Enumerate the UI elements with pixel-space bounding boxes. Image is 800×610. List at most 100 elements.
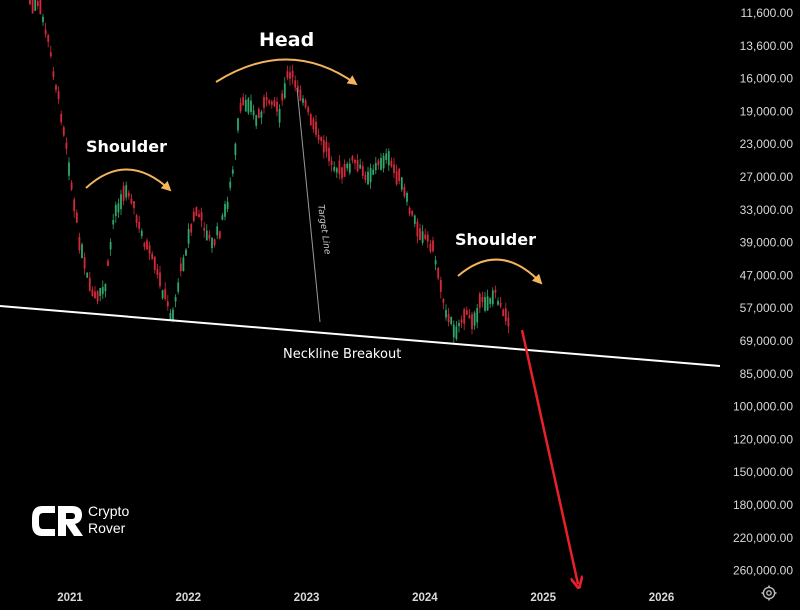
candle-body — [174, 296, 177, 302]
candle-body — [387, 151, 390, 166]
y-tick-label: 180,000.00 — [733, 498, 793, 512]
candle-body — [133, 201, 135, 208]
candle-body — [57, 91, 60, 100]
candle-body — [395, 171, 398, 185]
candle-body — [114, 204, 117, 217]
candle-body — [244, 99, 247, 112]
y-tick-label: 39,000.00 — [740, 236, 794, 250]
candle-body — [268, 100, 271, 104]
left-shoulder-arc — [85, 168, 172, 192]
candle-body — [247, 98, 250, 113]
candle-body — [322, 140, 325, 153]
candle-body — [47, 34, 50, 42]
y-tick-label: 11,600.00 — [741, 6, 794, 20]
candle-body — [408, 207, 411, 214]
candle-body — [486, 296, 489, 311]
candle-body — [403, 186, 406, 197]
candle-body — [65, 142, 68, 149]
right-shoulder-label: Shoulder — [455, 230, 536, 249]
candle-body — [489, 298, 492, 304]
x-tick-label: 2025 — [530, 592, 556, 604]
candle-body — [471, 314, 473, 330]
y-tick-label: 57,000.00 — [740, 301, 794, 315]
candle-body — [497, 300, 499, 305]
candle-body — [348, 163, 351, 173]
candle-body — [283, 83, 286, 98]
candle-body — [447, 313, 450, 323]
candle-body — [452, 324, 455, 338]
candle-body — [289, 72, 291, 80]
candle-body — [502, 309, 505, 317]
candle-body — [208, 234, 211, 239]
candle-body — [504, 308, 507, 322]
candle-body — [354, 159, 356, 163]
candle-body — [177, 282, 180, 292]
y-tick-label: 260,000.00 — [733, 564, 793, 578]
candle-body — [250, 100, 252, 113]
candle-body — [330, 160, 333, 165]
candle-body — [413, 215, 416, 224]
candle-body — [276, 101, 278, 112]
candle-body — [127, 192, 130, 197]
candle-body — [62, 127, 65, 136]
candle-body — [463, 309, 466, 324]
candle-body — [400, 177, 403, 190]
candle-body — [94, 291, 96, 299]
candle-body — [34, 0, 37, 11]
neckline-label: Neckline Breakout — [283, 347, 401, 362]
candle-body — [419, 228, 421, 240]
candle-body — [294, 80, 297, 88]
candle-body — [309, 114, 312, 126]
candle-body — [156, 269, 159, 275]
candle-body — [320, 137, 323, 141]
candle-body — [112, 220, 115, 225]
candle-body — [458, 322, 460, 327]
candle-body — [390, 160, 393, 167]
candle-body — [450, 316, 453, 324]
candle-body — [198, 213, 200, 218]
candle-body — [135, 215, 138, 223]
candle-body — [437, 267, 440, 279]
candle-body — [393, 164, 395, 173]
candle-body — [442, 298, 445, 303]
x-tick-label: 2024 — [412, 592, 438, 604]
candle-body — [343, 164, 346, 177]
y-tick-label: 69,000.00 — [740, 334, 794, 348]
candle-body — [265, 97, 268, 101]
candle-body — [151, 253, 154, 260]
candle-body — [484, 297, 486, 311]
head-arc — [215, 58, 358, 86]
left-shoulder-label: Shoulder — [86, 137, 167, 156]
candle-body — [364, 174, 367, 181]
candle-body — [221, 215, 224, 220]
candle-body — [291, 70, 294, 78]
candle-body — [429, 243, 432, 252]
candle-body — [346, 163, 349, 169]
candle-body — [468, 315, 471, 319]
candle-body — [172, 309, 174, 320]
y-tick-label: 220,000.00 — [733, 531, 793, 545]
candle-body — [96, 290, 99, 302]
candle-body — [187, 228, 190, 244]
candle-body — [122, 186, 125, 201]
brand-line-2: Rover — [88, 520, 126, 536]
candle-body — [333, 166, 336, 171]
candle-body — [382, 155, 385, 169]
candle-body — [304, 100, 307, 108]
candle-body — [465, 310, 468, 315]
candle-body — [166, 301, 169, 307]
y-tick-label: 85,000.00 — [740, 367, 794, 381]
candle-body — [385, 153, 388, 161]
candle-body — [416, 221, 419, 237]
y-tick-label: 150,000.00 — [733, 465, 793, 479]
y-tick-label: 47,000.00 — [740, 268, 794, 282]
candle-body — [39, 0, 42, 15]
candle-body — [153, 256, 156, 270]
candle-body — [75, 212, 78, 223]
x-tick-label: 2022 — [176, 592, 202, 604]
neckline — [0, 305, 721, 367]
candle-body — [312, 119, 315, 130]
gear-icon[interactable] — [761, 585, 777, 601]
brand-name: Crypto Rover — [88, 503, 129, 537]
candle-body — [88, 277, 91, 291]
